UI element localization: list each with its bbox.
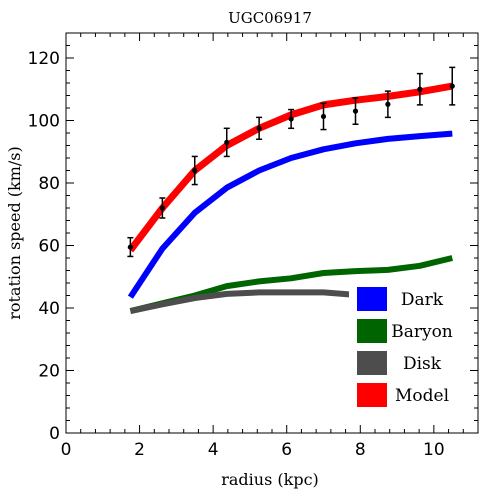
legend-label-model: Model — [395, 386, 449, 406]
x-tick-label: 2 — [134, 440, 145, 460]
y-tick-label: 0 — [49, 424, 60, 444]
data-point — [288, 116, 294, 122]
legend-swatch-model — [357, 383, 387, 407]
legend-label-disk: Disk — [403, 354, 442, 374]
chart-title: UGC06917 — [228, 9, 312, 27]
data-point — [224, 139, 230, 145]
data-point — [159, 205, 165, 211]
legend-swatch-dark — [357, 287, 387, 311]
data-point — [192, 167, 198, 174]
data-point — [320, 113, 327, 120]
x-tick-label: 8 — [355, 440, 366, 460]
y-tick-label: 80 — [38, 174, 60, 194]
x-tick-label: 10 — [423, 440, 445, 460]
x-axis-label: radius (kpc) — [221, 470, 319, 489]
x-tick-label: 4 — [208, 440, 219, 460]
y-axis-label: rotation speed (km/s) — [5, 146, 24, 320]
y-tick-label: 60 — [38, 237, 60, 257]
data-point — [449, 83, 455, 89]
y-tick-label: 40 — [38, 299, 60, 319]
y-tick-label: 120 — [28, 49, 60, 69]
y-tick-label: 100 — [28, 112, 60, 132]
legend: Dark Baryon Disk Model — [349, 283, 461, 417]
y-tick-label: 20 — [38, 362, 60, 382]
legend-label-dark: Dark — [401, 290, 444, 310]
data-point — [385, 101, 391, 107]
data-point — [352, 108, 359, 114]
observation-points — [127, 66, 456, 258]
x-tick-label: 6 — [281, 440, 292, 460]
legend-label-baryon: Baryon — [391, 322, 453, 342]
x-tick-label: 0 — [61, 440, 72, 460]
data-point — [256, 125, 262, 131]
legend-swatch-baryon — [357, 319, 387, 343]
data-point — [417, 86, 423, 92]
data-point — [127, 244, 133, 250]
legend-swatch-disk — [357, 351, 387, 375]
series-line-dark — [127, 130, 453, 299]
